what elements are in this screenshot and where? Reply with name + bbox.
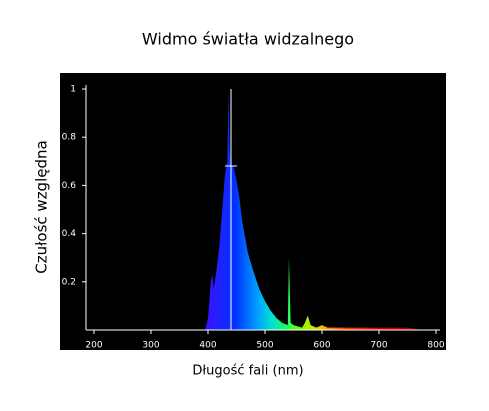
y-tick-label: 0.6 <box>62 181 77 191</box>
x-tick-label: 200 <box>85 341 102 351</box>
y-tick-label: 0.8 <box>62 133 77 143</box>
chart-title: Widmo światła widzalnego <box>142 30 354 49</box>
y-tick-label: 0.4 <box>62 229 77 239</box>
x-axis-label: Długość fali (nm) <box>192 364 303 379</box>
spectrum-area <box>205 89 425 330</box>
y-axis-label: Czułość względna <box>33 140 51 273</box>
x-tick-label: 600 <box>313 341 330 351</box>
x-tick-label: 300 <box>142 341 159 351</box>
x-tick-label: 700 <box>370 341 387 351</box>
x-tick-label: 400 <box>199 341 216 351</box>
y-tick-label: 0.2 <box>62 277 76 287</box>
x-tick-label: 800 <box>427 341 444 351</box>
plot: 200 300 400 500 600 700 800 0.2 0.4 0.6 0.8 1 <box>62 85 445 351</box>
x-tick-label: 500 <box>256 341 273 351</box>
y-tick-label: 1 <box>70 85 76 95</box>
